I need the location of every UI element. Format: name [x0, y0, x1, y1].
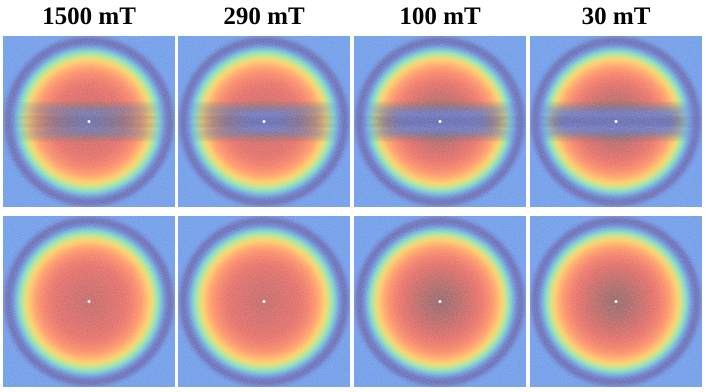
nodal-line — [3, 117, 175, 126]
column-label: 290 mT — [223, 3, 305, 30]
field-image-top — [178, 36, 350, 207]
image-content — [3, 36, 175, 207]
image-content — [354, 216, 526, 387]
column-label: 100 mT — [399, 3, 481, 30]
image-content — [530, 36, 702, 207]
column-label: 1500 mT — [42, 3, 136, 30]
field-image-bottom — [3, 216, 175, 387]
image-content — [354, 36, 526, 207]
center-dot — [438, 300, 442, 303]
image-content — [530, 216, 702, 387]
center-dot — [438, 120, 442, 123]
center-dot — [87, 300, 91, 303]
field-image-top — [530, 36, 702, 207]
center-dot — [262, 120, 266, 123]
center-dot — [262, 300, 266, 303]
field-image-top — [354, 36, 526, 207]
center-dot — [87, 120, 91, 123]
image-content — [178, 216, 350, 387]
nodal-band — [3, 107, 175, 136]
image-content — [178, 36, 350, 207]
field-image-bottom — [178, 216, 350, 387]
center-dot — [614, 120, 618, 123]
image-content — [3, 216, 175, 387]
field-image-bottom — [354, 216, 526, 387]
field-image-top — [3, 36, 175, 207]
center-dot — [614, 300, 618, 303]
column-label: 30 mT — [582, 3, 651, 30]
field-image-bottom — [530, 216, 702, 387]
